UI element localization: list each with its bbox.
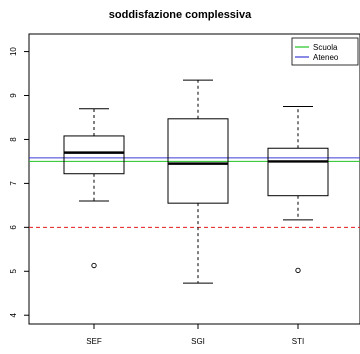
x-tick-label-sgi: SGI xyxy=(191,337,205,346)
box-sef xyxy=(63,108,125,269)
legend-box xyxy=(291,37,359,66)
interquartile-box xyxy=(167,118,229,204)
y-tick-label-7: 7 xyxy=(9,181,18,186)
box-sgi xyxy=(167,79,229,284)
legend: Scuola Ateneo xyxy=(291,37,359,66)
x-axis: SEF SGI STI xyxy=(86,324,304,346)
legend-label-ateneo: Ateneo xyxy=(313,53,339,62)
outlier-point xyxy=(91,262,97,269)
legend-label-scuola: Scuola xyxy=(313,43,338,52)
box-series xyxy=(63,79,329,284)
y-tick-label-10: 10 xyxy=(9,47,18,56)
chart-title: soddisfazione complessiva xyxy=(109,9,252,21)
y-tick-label-4: 4 xyxy=(9,312,18,317)
interquartile-box xyxy=(267,147,329,197)
interquartile-box xyxy=(63,135,125,175)
outlier-point xyxy=(295,267,301,274)
y-tick-label-9: 9 xyxy=(9,93,18,98)
y-tick-label-8: 8 xyxy=(9,137,18,142)
x-tick-label-sef: SEF xyxy=(86,337,102,346)
box-sti xyxy=(267,106,329,274)
y-axis: 4 5 6 7 8 9 10 xyxy=(9,47,29,317)
reference-lines xyxy=(29,157,360,228)
y-tick-label-5: 5 xyxy=(9,268,18,273)
plot-area-frame xyxy=(28,33,360,325)
y-tick-label-6: 6 xyxy=(9,225,18,230)
x-tick-label-sti: STI xyxy=(292,337,304,346)
